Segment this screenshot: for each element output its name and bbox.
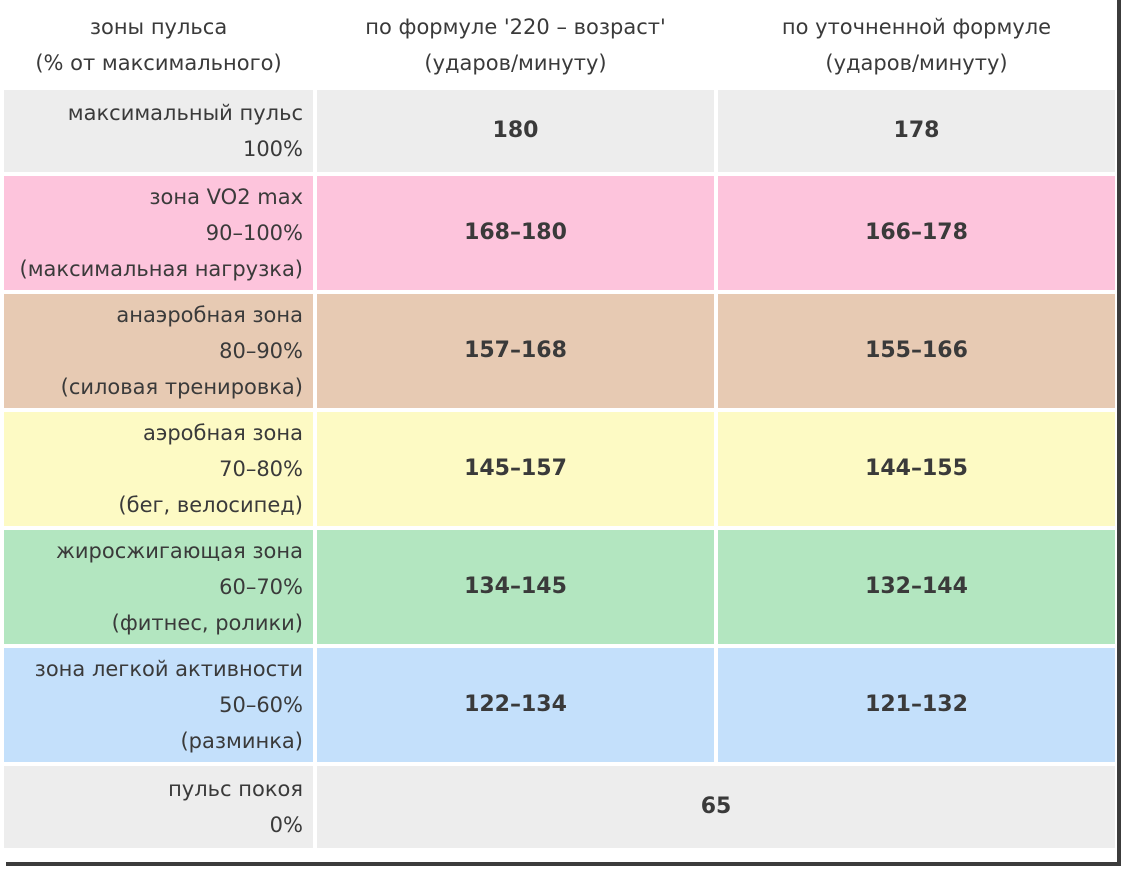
- header-zones: зоны пульса (% от максимального): [35, 15, 282, 75]
- zone-label: пульс покоя 0%: [4, 766, 313, 848]
- table-row: аэробная зона 70–80% (бег, велосипед) 14…: [4, 412, 1115, 526]
- table-header-row: зоны пульса (% от максимального) по форм…: [4, 4, 1115, 86]
- value-formula-220: 157–168: [317, 294, 714, 408]
- value-formula-220: 168–180: [317, 176, 714, 290]
- value-resting-pulse: 65: [317, 766, 1115, 848]
- table-row: зона легкой активности 50–60% (разминка)…: [4, 648, 1115, 762]
- table-row: жиросжигающая зона 60–70% (фитнес, ролик…: [4, 530, 1115, 644]
- value-refined-formula: 144–155: [718, 412, 1115, 526]
- value-refined-formula: 166–178: [718, 176, 1115, 290]
- value-formula-220: 145–157: [317, 412, 714, 526]
- heart-rate-zones-table: зоны пульса (% от максимального) по форм…: [4, 4, 1115, 848]
- table-row: зона VO2 max 90–100% (максимальная нагру…: [4, 176, 1115, 290]
- table-row: пульс покоя 0% 65: [4, 766, 1115, 848]
- zone-label: жиросжигающая зона 60–70% (фитнес, ролик…: [4, 530, 313, 644]
- zone-label: аэробная зона 70–80% (бег, велосипед): [4, 412, 313, 526]
- zone-label: зона легкой активности 50–60% (разминка): [4, 648, 313, 762]
- header-formula-220: по формуле '220 – возраст' (ударов/минут…: [365, 15, 666, 75]
- zone-label: анаэробная зона 80–90% (силовая трениров…: [4, 294, 313, 408]
- value-formula-220: 122–134: [317, 648, 714, 762]
- value-refined-formula: 155–166: [718, 294, 1115, 408]
- table-row: максимальный пульс 100% 180 178: [4, 90, 1115, 172]
- zone-label: зона VO2 max 90–100% (максимальная нагру…: [4, 176, 313, 290]
- value-refined-formula: 121–132: [718, 648, 1115, 762]
- header-refined-formula: по уточненной формуле (ударов/минуту): [781, 15, 1052, 75]
- value-refined-formula: 178: [718, 90, 1115, 172]
- value-formula-220: 180: [317, 90, 714, 172]
- table-row: анаэробная зона 80–90% (силовая трениров…: [4, 294, 1115, 408]
- zone-label: максимальный пульс 100%: [4, 90, 313, 172]
- value-formula-220: 134–145: [317, 530, 714, 644]
- value-refined-formula: 132–144: [718, 530, 1115, 644]
